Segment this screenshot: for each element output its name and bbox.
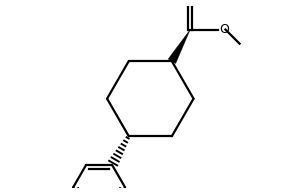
Text: O: O	[220, 23, 229, 36]
Polygon shape	[168, 29, 190, 63]
